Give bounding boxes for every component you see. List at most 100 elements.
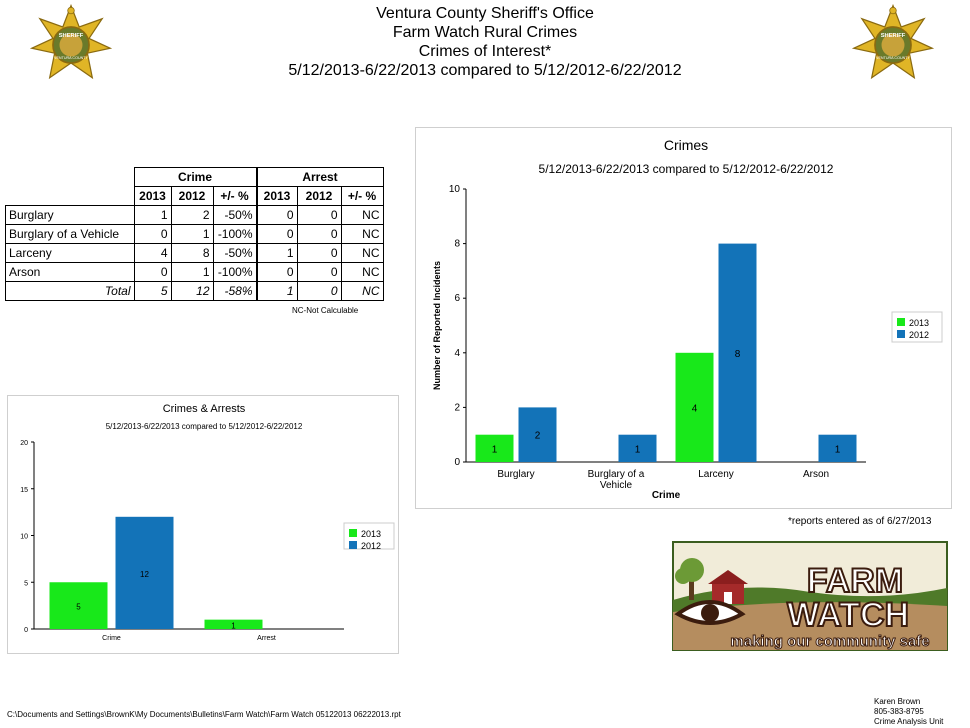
row-label: Burglary of a Vehicle — [5, 224, 135, 244]
x-tick-label: Crime — [102, 635, 121, 642]
badge-bottom-text: VENTURA COUNTY — [876, 56, 911, 60]
legend-swatch — [349, 529, 357, 537]
arrest-group-header: Arrest — [256, 167, 384, 187]
reports-footnote: *reports entered as of 6/27/2013 — [788, 516, 932, 527]
data-label: 1 — [492, 444, 498, 455]
legend-swatch — [897, 330, 905, 338]
chart-title: Crimes — [664, 137, 708, 153]
table-cell: 0 — [133, 262, 172, 282]
y-tick-label: 8 — [454, 239, 460, 250]
data-label: 12 — [140, 570, 149, 579]
x-axis-label: Crime — [652, 490, 681, 501]
table-cell: 0 — [256, 205, 298, 225]
data-label: 8 — [735, 349, 741, 360]
total-row: Total 5 12 -58% 1 0 NC — [5, 281, 384, 301]
author-name: Karen Brown — [874, 697, 921, 706]
crimes-chart: Crimes 5/12/2013-6/22/2013 compared to 5/… — [432, 137, 943, 501]
data-label: 2 — [535, 431, 541, 442]
y-tick-label: 4 — [454, 348, 460, 359]
badge-bottom-text: VENTURA COUNTY — [54, 56, 89, 60]
table-cell: 1 — [133, 205, 172, 225]
legend-entry: 2013 — [361, 529, 381, 539]
x-tick-label: Arson — [803, 469, 829, 480]
legend-entry: 2013 — [909, 318, 929, 328]
bar-2013 — [204, 619, 263, 629]
legend-entry: 2012 — [909, 330, 929, 340]
bar-2012 — [518, 407, 557, 462]
x-tick-label: Larceny — [698, 469, 734, 480]
author-phone: 805-383-8795 — [874, 707, 924, 716]
table-cell: 8 — [170, 243, 214, 263]
legend: 2013 2012 — [343, 522, 395, 551]
logo-word-farm: FARM — [807, 562, 903, 600]
table-cell: NC — [340, 262, 384, 282]
data-label: 1 — [231, 621, 236, 630]
badge-star — [852, 4, 934, 80]
badge-top-text: SHERIFF — [59, 33, 84, 39]
author-unit: Crime Analysis Unit — [874, 717, 944, 726]
header-line-3: Crimes of Interest* — [418, 43, 552, 60]
table-cell: -58% — [212, 281, 258, 301]
bar-2013 — [675, 352, 714, 462]
table-sub-header-row: 2013 2012 +/- % 2013 2012 +/- % — [6, 186, 384, 206]
farm-watch-logo: FARM WATCH making our community safe — [670, 540, 950, 652]
crimes-arrests-chart-panel: Crimes & Arrests 5/12/2013-6/22/2013 comp… — [7, 395, 399, 654]
table-cell: 0 — [296, 205, 342, 225]
logo-tagline: making our community safe — [730, 633, 929, 650]
table-cell: 0 — [296, 243, 342, 263]
header-line-4: 5/12/2013-6/22/2013 compared to 5/12/201… — [288, 62, 682, 79]
chart-title: Crimes & Arrests — [163, 403, 246, 415]
row-label: Burglary — [5, 205, 135, 225]
col-header: 2012 — [296, 186, 342, 206]
table-row: Burglary 1 2 -50% 0 0 NC — [5, 205, 384, 225]
y-tick-label: 0 — [454, 457, 460, 468]
table-cell: 0 — [133, 224, 172, 244]
sheriff-badge-left-icon: SHERIFF VENTURA COUNTY — [30, 4, 112, 80]
y-tick-label: 6 — [454, 293, 460, 304]
report-header: Ventura County Sheriff's Office Farm Wat… — [0, 4, 970, 80]
x-tick-label: Burglary — [497, 469, 534, 480]
legend-entry: 2012 — [361, 541, 381, 551]
y-tick-label: 0 — [24, 627, 28, 634]
data-label: 5 — [76, 603, 81, 612]
y-axis-label: Number of Reported Incidents — [432, 261, 442, 390]
table-cell: 1 — [256, 243, 298, 263]
table-cell: NC — [340, 224, 384, 244]
col-header: 2012 — [170, 186, 214, 206]
data-label: 1 — [635, 444, 641, 455]
bar-2012 — [718, 243, 757, 462]
x-tick-label-line: Burglary of a — [588, 469, 645, 480]
barn-icon — [708, 570, 748, 604]
logo-word-watch: WATCH — [787, 596, 909, 634]
col-header: 2013 — [256, 186, 298, 206]
row-label: Total — [5, 281, 135, 301]
chart-subtitle: 5/12/2013-6/22/2013 compared to 5/12/201… — [106, 422, 303, 431]
row-label: Larceny — [5, 243, 135, 263]
col-header: +/- % — [340, 186, 384, 206]
chart-subtitle: 5/12/2013-6/22/2013 compared to 5/12/201… — [539, 162, 834, 176]
table-cell: 1 — [170, 262, 214, 282]
bar-2013 — [475, 434, 514, 462]
bar-2013 — [49, 582, 108, 629]
table-row: Arson 0 1 -100% 0 0 NC — [5, 262, 384, 282]
bar-2012 — [818, 434, 857, 462]
table-cell: 5 — [133, 281, 172, 301]
badge-top-text: SHERIFF — [881, 33, 906, 39]
data-label: 1 — [835, 444, 841, 455]
sheriff-badge-right-icon: SHERIFF VENTURA COUNTY — [852, 4, 934, 80]
table-cell: -100% — [212, 262, 258, 282]
legend-swatch — [897, 318, 905, 326]
author-credit: Karen Brown 805-383-8795 Crime Analysis … — [874, 697, 943, 727]
eye-icon — [674, 600, 746, 625]
table-cell: 1 — [170, 224, 214, 244]
table-cell: 0 — [256, 224, 298, 244]
table-cell: 1 — [256, 281, 298, 301]
nc-note: NC-Not Calculable — [292, 306, 359, 315]
crimes-arrests-chart: Crimes & Arrests 5/12/2013-6/22/2013 comp… — [20, 403, 395, 642]
table-cell: -100% — [212, 224, 258, 244]
bar-2012 — [618, 434, 657, 462]
crimes-chart-panel: Crimes 5/12/2013-6/22/2013 compared to 5/… — [415, 127, 952, 509]
table-row: Larceny 4 8 -50% 1 0 NC — [5, 243, 384, 263]
x-tick-label: Arrest — [257, 635, 276, 642]
table-cell: NC — [340, 281, 384, 301]
